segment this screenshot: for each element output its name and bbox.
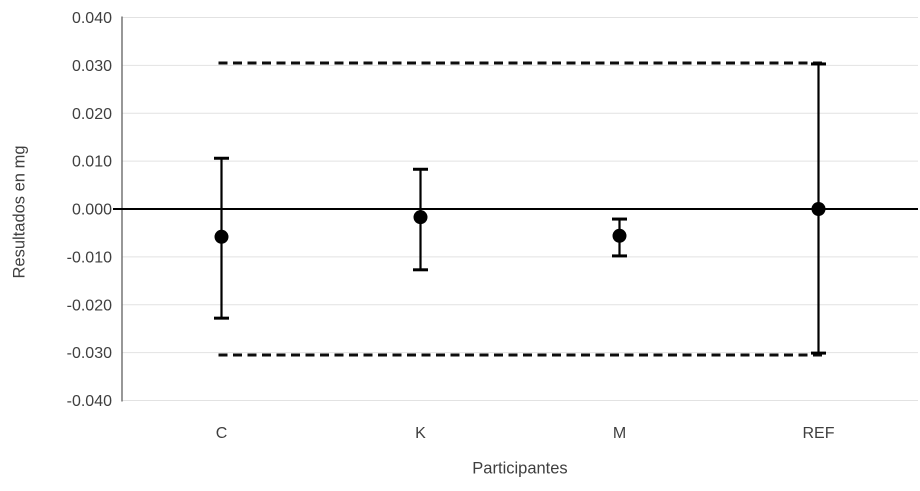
x-category-label-C: C	[216, 425, 228, 442]
y-tick-label: -0.010	[67, 249, 112, 266]
data-point-C	[214, 229, 229, 244]
y-axis-title: Resultados en mg	[10, 145, 29, 279]
y-tick-label: 0.030	[72, 58, 112, 75]
x-category-label-M: M	[613, 425, 626, 442]
y-tick-label: -0.030	[67, 345, 112, 362]
data-point-REF	[811, 202, 826, 216]
data-point-K	[413, 210, 428, 225]
y-tick-label: 0.000	[72, 202, 112, 219]
y-tick-label: -0.020	[67, 297, 112, 314]
x-category-label-REF: REF	[803, 425, 835, 442]
y-tick-label: 0.020	[72, 106, 112, 123]
y-tick-label: -0.040	[67, 393, 112, 410]
x-axis-title: Participantes	[472, 459, 568, 478]
x-category-label-K: K	[415, 425, 426, 442]
y-tick-label: 0.040	[72, 10, 112, 27]
data-point-M	[612, 228, 627, 243]
y-tick-label: 0.010	[72, 154, 112, 171]
